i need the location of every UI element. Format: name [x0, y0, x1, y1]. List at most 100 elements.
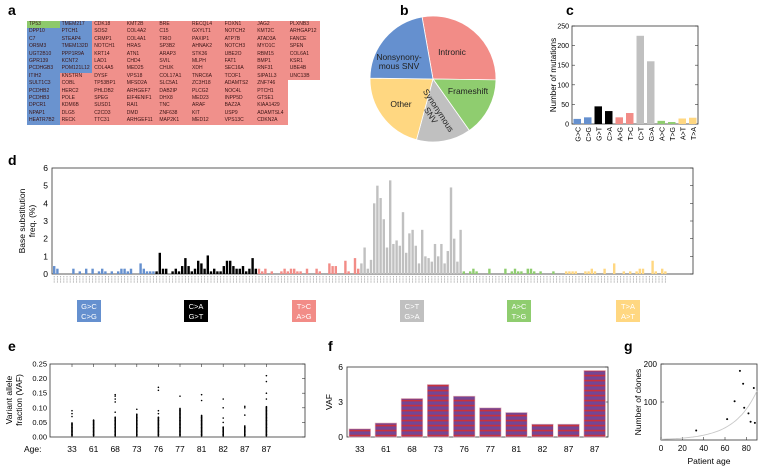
substitution-bar: [449, 187, 453, 274]
substitution-bar: [446, 251, 449, 274]
substitution-bar: [126, 271, 129, 274]
vaf-point: [265, 405, 268, 408]
substitution-bar: [574, 271, 577, 274]
substitution-bar: [174, 268, 177, 274]
vaf-point: [244, 414, 246, 416]
substitution-bar: [155, 271, 158, 274]
substitution-bar: [584, 271, 587, 274]
gene-cell: NOTCH2: [222, 28, 256, 36]
x-tick-label: A>T: [680, 126, 687, 140]
panel-label-f: f: [328, 338, 333, 354]
vaf-point: [265, 380, 268, 383]
gene-cell: GPR139: [27, 58, 60, 66]
substitution-bar: [437, 256, 440, 274]
substitution-bar: [334, 266, 337, 274]
gene-cell: COL6A1: [287, 50, 321, 58]
plot-frame-e: [49, 363, 306, 438]
vaf-point: [222, 426, 224, 428]
substitution-bar: [360, 263, 363, 274]
substitution-bar: [149, 271, 152, 274]
vaf-point: [114, 398, 116, 400]
gene-cell: KCNT2: [59, 58, 93, 66]
vaf-point: [157, 386, 160, 389]
vaf-point: [244, 425, 246, 427]
substitution-bar: [433, 243, 437, 274]
gene-cell: PAXIP1: [190, 35, 223, 44]
x-tick-label: 76: [459, 444, 469, 454]
x-tick-label: T>G: [670, 127, 677, 141]
substitution-bar: [184, 258, 187, 274]
substitution-bar: [129, 268, 133, 274]
legend-label: T>C: [297, 302, 312, 311]
gene-cell: KMT2B: [124, 21, 158, 29]
gene-cell: MAP2K1: [157, 117, 190, 125]
x-tick-label: 81: [512, 444, 522, 454]
vaf-point: [265, 398, 268, 400]
panel-label-g: g: [624, 338, 633, 354]
vaf-point: [222, 417, 224, 419]
gene-cell: COL4A1: [124, 35, 158, 44]
gene-cell: CRMP1: [92, 35, 125, 44]
substitution-bar: [661, 268, 664, 274]
substitution-bar: [568, 271, 571, 274]
substitution-bar: [510, 271, 513, 274]
gene-cell: BAZ2A: [222, 102, 256, 110]
x-tick-label: 20: [678, 444, 687, 453]
gene-cell: CHUK: [157, 65, 190, 73]
gene-cell: NOTCH1: [92, 43, 125, 51]
y-tick-label: 0.20: [32, 374, 47, 383]
substitution-bar: [654, 271, 657, 274]
gene-cell: KNSTRN: [59, 72, 93, 81]
pie-slice: [369, 77, 434, 141]
gene-cell: ARHGEF7: [124, 87, 158, 95]
pie-slice: [415, 78, 470, 143]
substitution-bar: [382, 219, 385, 274]
substitution-bar: [104, 271, 107, 274]
substitution-bar: [232, 266, 235, 274]
y-tick-label: 5: [43, 181, 48, 191]
vaf-point: [265, 374, 268, 377]
substitution-bar: [120, 268, 123, 274]
gene-cell: MED23: [190, 95, 223, 103]
clone-count-point: [733, 400, 736, 403]
vaf-point: [200, 399, 203, 402]
gene-cell: KMT2C: [255, 28, 288, 36]
gene-cell: RBM15: [255, 50, 288, 58]
x-tick-label: 33: [67, 444, 77, 454]
vaf-point: [157, 389, 160, 392]
gene-cell: FOXN1: [222, 21, 256, 29]
legend-swatch: [292, 300, 316, 322]
gene-cell: DAB2IP: [157, 87, 190, 95]
legend-swatch: [507, 300, 531, 322]
gene-cell: SPEN: [287, 43, 321, 51]
substitution-bar: [475, 271, 478, 274]
x-tick-label: C>T: [638, 126, 645, 140]
substitution-bar: [53, 266, 56, 274]
substitution-bar: [142, 268, 145, 274]
legend-label: G>T: [189, 312, 204, 321]
gene-cell: UNC13B: [287, 72, 321, 81]
gene-cell: RECK: [59, 117, 93, 125]
gene-cell: SLC5A1: [157, 80, 190, 88]
clone-vaf-bar: [557, 423, 580, 438]
substitution-bar: [222, 266, 225, 274]
substitution-bar: [101, 268, 104, 274]
substitution-bar: [453, 238, 456, 274]
gene-cell: ZC3H18: [190, 80, 223, 88]
gene-cell: C2CD3: [92, 109, 125, 118]
y-tick-label: 0.10: [32, 403, 47, 412]
substitution-bar: [123, 268, 126, 274]
y-tick-label: 0: [565, 122, 569, 129]
legend-label: T>A: [621, 302, 635, 311]
vaf-point: [114, 393, 116, 396]
gene-cell: HERC2: [59, 87, 93, 95]
vaf-point: [157, 412, 160, 415]
x-tick-label: 77: [175, 444, 185, 454]
gene-cell: COL4A2: [124, 28, 158, 36]
vaf-point: [71, 409, 73, 412]
gene-cell: GTSE1: [255, 95, 288, 103]
substitution-bar: [110, 271, 113, 274]
gene-cell: CDKN2A: [255, 117, 288, 125]
x-tick-label: 40: [699, 444, 708, 453]
substitution-bar: [629, 271, 632, 274]
